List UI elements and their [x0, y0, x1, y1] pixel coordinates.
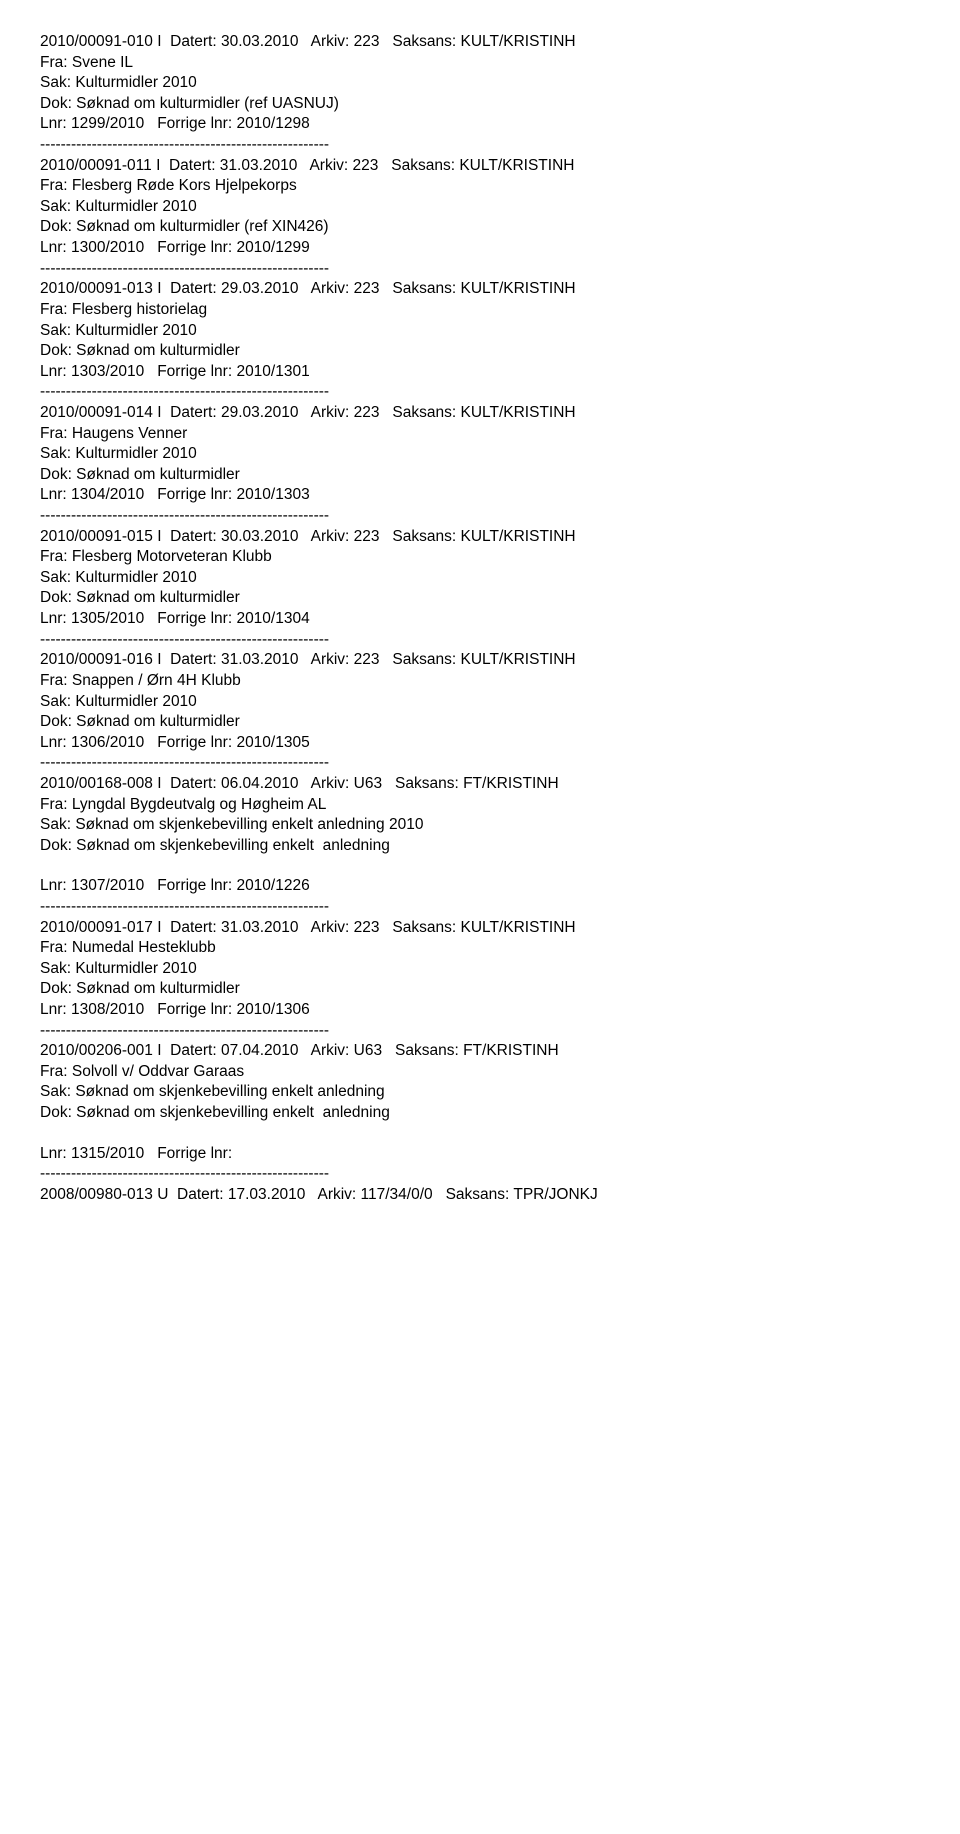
entry-lnr: Lnr: 1306/2010 Forrige lnr: 2010/1305: [40, 733, 920, 754]
entry-case: Sak: Kulturmidler 2010: [40, 692, 920, 713]
entry-lnr: Lnr: 1305/2010 Forrige lnr: 2010/1304: [40, 609, 920, 630]
entry-case: Sak: Kulturmidler 2010: [40, 959, 920, 980]
entry-doc: Dok: Søknad om kulturmidler (ref UASNUJ): [40, 94, 920, 115]
document-list: 2010/00091-010 I Datert: 30.03.2010 Arki…: [40, 32, 920, 1206]
entry-lnr: Lnr: 1300/2010 Forrige lnr: 2010/1299: [40, 238, 920, 259]
entry-case: Sak: Kulturmidler 2010: [40, 568, 920, 589]
blank-line: [40, 856, 920, 876]
entry-from: Fra: Flesberg Motorveteran Klubb: [40, 547, 920, 568]
entry-doc: Dok: Søknad om kulturmidler: [40, 465, 920, 486]
entry-doc: Dok: Søknad om kulturmidler (ref XIN426): [40, 217, 920, 238]
journal-entry: 2010/00091-015 I Datert: 30.03.2010 Arki…: [40, 527, 920, 651]
entry-header: 2010/00206-001 I Datert: 07.04.2010 Arki…: [40, 1041, 920, 1062]
journal-entry: 2010/00091-010 I Datert: 30.03.2010 Arki…: [40, 32, 920, 156]
entry-case: Sak: Kulturmidler 2010: [40, 197, 920, 218]
entry-lnr: Lnr: 1308/2010 Forrige lnr: 2010/1306: [40, 1000, 920, 1021]
separator: ----------------------------------------…: [40, 506, 920, 527]
entry-header: 2010/00091-011 I Datert: 31.03.2010 Arki…: [40, 156, 920, 177]
journal-entry: 2010/00091-011 I Datert: 31.03.2010 Arki…: [40, 156, 920, 280]
separator: ----------------------------------------…: [40, 382, 920, 403]
entry-doc: Dok: Søknad om skjenkebevilling enkelt a…: [40, 1103, 920, 1124]
entry-from: Fra: Solvoll v/ Oddvar Garaas: [40, 1062, 920, 1083]
entry-from: Fra: Lyngdal Bygdeutvalg og Høgheim AL: [40, 795, 920, 816]
entry-case: Sak: Søknad om skjenkebevilling enkelt a…: [40, 1082, 920, 1103]
separator: ----------------------------------------…: [40, 1164, 920, 1185]
entry-doc: Dok: Søknad om kulturmidler: [40, 712, 920, 733]
entry-from: Fra: Haugens Venner: [40, 424, 920, 445]
separator: ----------------------------------------…: [40, 630, 920, 651]
entry-header: 2010/00091-016 I Datert: 31.03.2010 Arki…: [40, 650, 920, 671]
journal-entry: 2010/00091-013 I Datert: 29.03.2010 Arki…: [40, 279, 920, 403]
entry-header: 2010/00091-014 I Datert: 29.03.2010 Arki…: [40, 403, 920, 424]
entry-header: 2010/00091-015 I Datert: 30.03.2010 Arki…: [40, 527, 920, 548]
entry-header: 2010/00091-013 I Datert: 29.03.2010 Arki…: [40, 279, 920, 300]
blank-line: [40, 1124, 920, 1144]
separator: ----------------------------------------…: [40, 135, 920, 156]
journal-entry: 2010/00168-008 I Datert: 06.04.2010 Arki…: [40, 774, 920, 918]
entry-from: Fra: Flesberg Røde Kors Hjelpekorps: [40, 176, 920, 197]
entry-lnr: Lnr: 1303/2010 Forrige lnr: 2010/1301: [40, 362, 920, 383]
entry-doc: Dok: Søknad om kulturmidler: [40, 588, 920, 609]
entry-header: 2010/00168-008 I Datert: 06.04.2010 Arki…: [40, 774, 920, 795]
entry-lnr: Lnr: 1299/2010 Forrige lnr: 2010/1298: [40, 114, 920, 135]
journal-entry: 2010/00091-017 I Datert: 31.03.2010 Arki…: [40, 918, 920, 1042]
separator: ----------------------------------------…: [40, 753, 920, 774]
journal-entry: 2010/00091-014 I Datert: 29.03.2010 Arki…: [40, 403, 920, 527]
separator: ----------------------------------------…: [40, 1021, 920, 1042]
separator: ----------------------------------------…: [40, 259, 920, 280]
entry-header: 2008/00980-013 U Datert: 17.03.2010 Arki…: [40, 1185, 920, 1206]
entry-case: Sak: Søknad om skjenkebevilling enkelt a…: [40, 815, 920, 836]
entry-from: Fra: Snappen / Ørn 4H Klubb: [40, 671, 920, 692]
entry-case: Sak: Kulturmidler 2010: [40, 321, 920, 342]
separator: ----------------------------------------…: [40, 897, 920, 918]
journal-entry: 2010/00091-016 I Datert: 31.03.2010 Arki…: [40, 650, 920, 774]
entry-lnr: Lnr: 1315/2010 Forrige lnr:: [40, 1144, 920, 1165]
entry-case: Sak: Kulturmidler 2010: [40, 444, 920, 465]
entry-header: 2010/00091-010 I Datert: 30.03.2010 Arki…: [40, 32, 920, 53]
entry-doc: Dok: Søknad om kulturmidler: [40, 979, 920, 1000]
entry-from: Fra: Svene IL: [40, 53, 920, 74]
entry-case: Sak: Kulturmidler 2010: [40, 73, 920, 94]
entry-doc: Dok: Søknad om kulturmidler: [40, 341, 920, 362]
entry-from: Fra: Flesberg historielag: [40, 300, 920, 321]
entry-lnr: Lnr: 1304/2010 Forrige lnr: 2010/1303: [40, 485, 920, 506]
entry-lnr: Lnr: 1307/2010 Forrige lnr: 2010/1226: [40, 876, 920, 897]
journal-entry: 2010/00206-001 I Datert: 07.04.2010 Arki…: [40, 1041, 920, 1185]
entry-from: Fra: Numedal Hesteklubb: [40, 938, 920, 959]
entry-doc: Dok: Søknad om skjenkebevilling enkelt a…: [40, 836, 920, 857]
entry-header: 2010/00091-017 I Datert: 31.03.2010 Arki…: [40, 918, 920, 939]
